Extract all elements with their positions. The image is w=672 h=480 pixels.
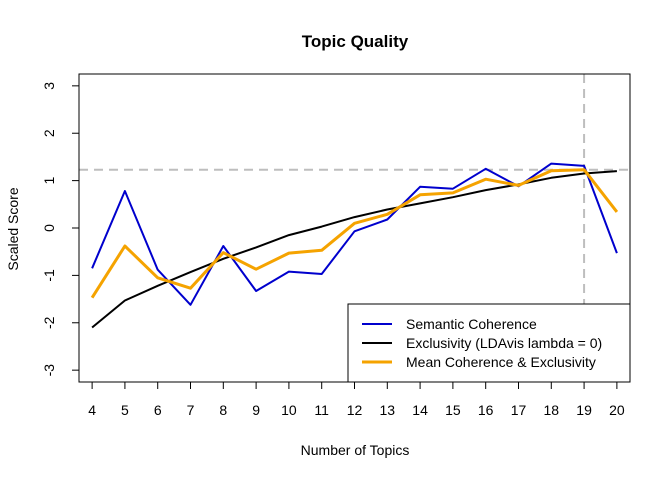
x-tick-label: 17 bbox=[511, 402, 527, 418]
x-tick-label: 9 bbox=[252, 402, 260, 418]
legend: Semantic Coherence Exclusivity (LDAvis la… bbox=[347, 303, 631, 383]
x-tick-label: 7 bbox=[187, 402, 195, 418]
series-line-1 bbox=[91, 162, 618, 306]
series-lines bbox=[90, 162, 619, 329]
y-tick-label: -3 bbox=[41, 364, 57, 377]
y-tick-label: 3 bbox=[41, 82, 57, 90]
x-tick-label: 14 bbox=[412, 402, 428, 418]
x-tick-label: 10 bbox=[281, 402, 297, 418]
x-tick-label: 15 bbox=[445, 402, 461, 418]
legend-label-2: Exclusivity (LDAvis lambda = 0) bbox=[406, 335, 602, 351]
y-tick-label: 0 bbox=[41, 224, 57, 232]
x-axis-label: Number of Topics bbox=[301, 442, 410, 458]
series-line-3 bbox=[90, 168, 619, 299]
x-tick-label: 19 bbox=[576, 402, 592, 418]
x-tick-label: 16 bbox=[478, 402, 494, 418]
x-tick-label: 4 bbox=[88, 402, 96, 418]
legend-box bbox=[347, 303, 631, 383]
x-axis: 4 5 6 7 8 9 10 11 12 13 14 15 16 17 18 19 20 bbox=[88, 381, 625, 418]
x-tick-label: 18 bbox=[543, 402, 559, 418]
x-tick-label: 13 bbox=[380, 402, 396, 418]
x-tick-label: 12 bbox=[347, 402, 363, 418]
x-tick-label: 11 bbox=[314, 402, 329, 418]
y-axis-label: Scaled Score bbox=[5, 187, 21, 270]
legend-label-1: Semantic Coherence bbox=[406, 316, 537, 332]
x-tick-label: 8 bbox=[219, 402, 227, 418]
y-tick-label: -2 bbox=[41, 316, 57, 329]
series-line-2 bbox=[91, 170, 617, 329]
x-tick-label: 5 bbox=[121, 402, 129, 418]
x-tick-label: 6 bbox=[154, 402, 162, 418]
chart-title: Topic Quality bbox=[302, 32, 409, 51]
y-tick-label: 1 bbox=[41, 177, 57, 185]
y-tick-label: 2 bbox=[41, 129, 57, 137]
x-tick-label: 20 bbox=[609, 402, 625, 418]
y-tick-label: -1 bbox=[41, 269, 57, 282]
y-axis: -3 -2 -1 0 1 2 3 bbox=[41, 82, 80, 377]
legend-label-3: Mean Coherence & Exclusivity bbox=[406, 354, 596, 370]
